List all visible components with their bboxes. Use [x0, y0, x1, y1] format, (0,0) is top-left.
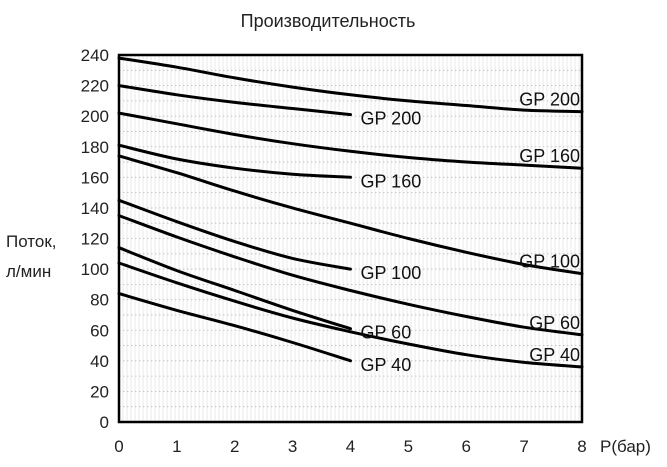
series-line [117, 261, 584, 369]
plot-frame [117, 53, 584, 424]
series-label: GP 160 [519, 146, 580, 166]
x-tick-label: 1 [172, 437, 181, 456]
grid [119, 55, 582, 422]
y-tick-label: 0 [100, 413, 109, 432]
y-tick-label: 160 [81, 168, 109, 187]
y-tick-label: 40 [90, 352, 109, 371]
x-tick-label: 4 [346, 437, 355, 456]
y-tick-label: 220 [81, 77, 109, 96]
series-line [117, 214, 584, 337]
series-line [117, 154, 584, 276]
y-tick-label: 60 [90, 321, 109, 340]
x-tick-label: 6 [462, 437, 471, 456]
series-label: GP 60 [361, 323, 412, 343]
x-tick-label: 2 [230, 437, 239, 456]
x-tick-label: 8 [577, 437, 586, 456]
series-line [117, 292, 352, 363]
chart-title: Производительность [241, 11, 416, 31]
series-line [117, 84, 352, 117]
y-tick-label: 200 [81, 107, 109, 126]
y-tick-label: 120 [81, 230, 109, 249]
y-tick-label: 240 [81, 46, 109, 65]
series-line [117, 198, 352, 271]
series-label: GP 100 [519, 252, 580, 272]
series-label: GP 60 [529, 313, 580, 333]
y-tick-label: 100 [81, 260, 109, 279]
x-tick-label: 3 [288, 437, 297, 456]
tick-labels: 0 1 2 3 4 5 6 7 80204060801001201401601802002202… [81, 46, 587, 456]
series-label: GP 40 [529, 345, 580, 365]
y-tick-label: 180 [81, 138, 109, 157]
series-line [117, 246, 352, 331]
y-axis-label-line1: Поток, [6, 232, 57, 251]
series-label: GP 200 [519, 90, 580, 110]
series-line [117, 143, 352, 179]
curves [117, 56, 584, 369]
curve-labels: GP 200 GP 200 GP 160 GP 160 GP 100 GP 100 GP 6… [361, 90, 581, 375]
series-label: GP 100 [361, 263, 422, 283]
series-line [117, 56, 584, 114]
x-axis-label: P(бар) [600, 437, 651, 456]
x-tick-label: 0 [114, 437, 123, 456]
x-tick-label: 7 [519, 437, 528, 456]
series-line [117, 111, 584, 170]
y-axis-label-line2: л/мин [6, 262, 51, 281]
series-label: GP 40 [361, 355, 412, 375]
y-tick-label: 80 [90, 291, 109, 310]
x-tick-label: 5 [404, 437, 413, 456]
series-label: GP 160 [361, 171, 422, 191]
y-tick-label: 20 [90, 382, 109, 401]
series-label: GP 200 [361, 109, 422, 129]
y-tick-label: 140 [81, 199, 109, 218]
